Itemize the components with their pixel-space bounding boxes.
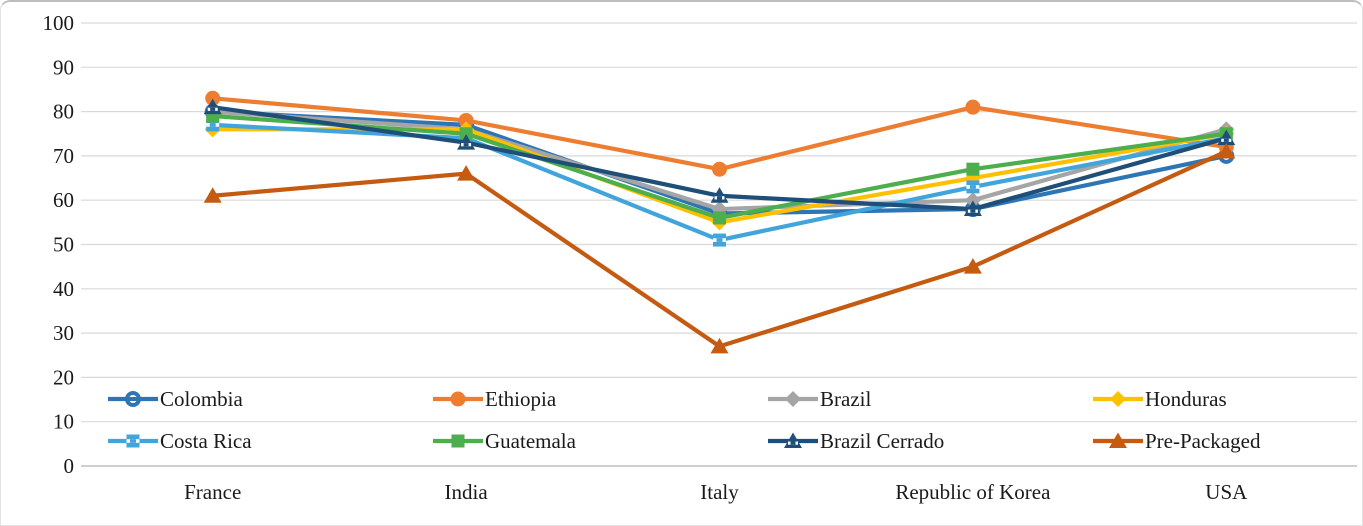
y-tick-label: 30 xyxy=(53,321,74,345)
data-point xyxy=(713,211,726,225)
x-category-label: Italy xyxy=(700,480,739,504)
y-tick-label: 20 xyxy=(53,365,74,389)
data-point-marker xyxy=(970,209,976,213)
data-point xyxy=(966,162,980,176)
data-point xyxy=(965,99,981,115)
x-category-label: France xyxy=(184,480,241,504)
y-tick-label: 90 xyxy=(53,55,74,79)
data-point-marker xyxy=(717,196,722,200)
data-point xyxy=(457,165,476,181)
series-brazil-cerrado xyxy=(203,98,1236,217)
y-tick-label: 80 xyxy=(53,100,74,124)
series-pre-packaged xyxy=(203,142,1236,354)
data-point xyxy=(459,127,473,141)
data-point xyxy=(712,161,727,177)
data-point-marker xyxy=(463,143,469,147)
data-point-marker xyxy=(716,238,723,242)
data-point-marker xyxy=(712,161,727,177)
data-point-marker xyxy=(203,187,222,203)
data-point xyxy=(713,233,726,247)
data-point xyxy=(710,337,729,354)
x-category-label: India xyxy=(445,480,489,504)
data-point xyxy=(1217,129,1236,146)
x-category-label: Republic of Korea xyxy=(895,480,1051,504)
data-point-marker xyxy=(966,162,980,176)
x-category-label: USA xyxy=(1205,480,1248,504)
data-point xyxy=(457,134,476,150)
data-point xyxy=(964,192,981,209)
data-point xyxy=(203,187,222,203)
data-point-marker xyxy=(210,107,216,111)
data-point xyxy=(966,180,980,194)
data-point-marker xyxy=(209,123,216,127)
data-point xyxy=(1217,142,1236,159)
data-point-marker xyxy=(457,165,476,181)
y-tick-label: 50 xyxy=(53,233,74,257)
data-point xyxy=(963,200,982,217)
data-point-marker xyxy=(459,127,473,141)
y-tick-label: 60 xyxy=(53,188,74,212)
data-point-marker xyxy=(458,112,474,128)
data-point xyxy=(963,258,982,274)
data-point xyxy=(458,112,474,128)
y-tick-label: 70 xyxy=(53,144,74,168)
data-point xyxy=(710,187,729,203)
data-point-marker xyxy=(963,258,982,274)
y-tick-label: 100 xyxy=(43,11,75,35)
y-tick-label: 40 xyxy=(53,277,74,301)
data-point-marker xyxy=(969,185,976,189)
data-point-marker xyxy=(965,99,981,115)
data-point-marker xyxy=(713,211,726,225)
data-point-marker xyxy=(205,90,221,106)
data-point xyxy=(203,98,222,115)
data-point xyxy=(205,90,221,106)
y-tick-label: 10 xyxy=(53,410,74,434)
y-tick-label: 0 xyxy=(64,454,75,478)
data-point-marker xyxy=(964,192,981,209)
data-point-marker xyxy=(1223,138,1229,142)
data-point-marker xyxy=(1217,142,1236,159)
data-point-marker xyxy=(710,337,729,354)
